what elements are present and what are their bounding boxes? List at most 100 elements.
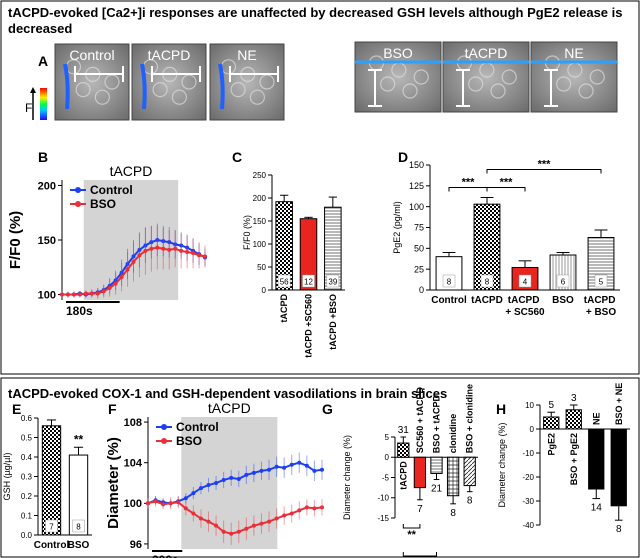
point	[259, 468, 264, 473]
vessel-bracket	[456, 69, 470, 107]
cell	[578, 83, 594, 99]
point	[185, 250, 190, 254]
point	[161, 239, 166, 244]
panel-letter: E	[12, 401, 21, 417]
y-tick-label: 200	[253, 194, 267, 203]
point	[149, 246, 154, 251]
point	[312, 468, 317, 473]
y-tick-label: 0.2	[21, 492, 33, 501]
point	[274, 464, 279, 469]
significance-label: ***	[500, 177, 514, 189]
point	[297, 460, 302, 465]
y-axis-label: Diameter change (%)	[497, 422, 507, 507]
point	[214, 523, 219, 528]
point	[119, 270, 124, 275]
legend-label: Control	[90, 183, 133, 197]
image-label: Control	[69, 47, 114, 63]
cell	[75, 81, 91, 98]
y-tick-label: 125	[409, 181, 424, 191]
y-axis-label: GSH (µg/µl)	[2, 453, 12, 501]
x-tick-label: SC560 + tACPD	[415, 386, 425, 453]
bar	[446, 456, 460, 497]
sig-bracket	[486, 169, 602, 174]
y-tick-label: 104	[124, 458, 143, 470]
y-tick-label: 0.1	[21, 511, 33, 520]
point	[168, 501, 173, 506]
vessel-bracket	[229, 66, 279, 82]
figure-subtitle: tACPD-evoked COX-1 and GSH-dependent vas…	[8, 386, 448, 401]
stimulus-shade	[181, 417, 278, 549]
point	[319, 505, 324, 510]
n-label: 39	[328, 278, 337, 287]
vessel-bracket	[151, 66, 201, 82]
point	[179, 243, 184, 248]
y-tick-label: 50	[414, 243, 424, 253]
n-label: 56	[280, 278, 289, 287]
y-tick-label: 5	[385, 433, 390, 442]
point	[236, 476, 241, 481]
legend-marker	[75, 187, 81, 193]
point	[312, 506, 317, 511]
x-tick-label: tACPD	[471, 295, 503, 306]
point	[146, 501, 150, 506]
n-label: 8	[485, 278, 490, 287]
point	[137, 253, 142, 258]
panel-letter: H	[496, 401, 506, 417]
y-tick-label: 50	[257, 263, 266, 272]
point	[161, 246, 166, 251]
point	[251, 470, 256, 475]
point	[203, 254, 207, 259]
point	[83, 291, 88, 296]
image-label: BSO	[383, 45, 413, 61]
significance-label: ***	[538, 159, 552, 171]
y-tick-label: -5	[382, 473, 390, 482]
y-tick-label: 0.6	[21, 414, 33, 423]
cell	[380, 76, 396, 92]
cell	[468, 76, 484, 92]
significance-label: **	[407, 529, 416, 541]
point	[282, 513, 287, 518]
legend-label: BSO	[90, 197, 116, 211]
n-box	[302, 274, 315, 288]
point	[155, 245, 160, 250]
image-label: NE	[564, 45, 583, 61]
point	[267, 519, 272, 524]
sig-bracket	[486, 187, 526, 192]
n-box	[556, 274, 570, 288]
y-tick-label: 200	[38, 180, 56, 192]
scale-bar-label: 180s	[66, 304, 93, 318]
point	[179, 248, 184, 253]
bar	[41, 425, 62, 536]
x-tick-label: BSO + PgE2	[569, 433, 579, 485]
point	[131, 259, 136, 264]
n-label: 8	[447, 278, 452, 287]
point	[167, 247, 172, 252]
point	[71, 292, 76, 297]
cell	[490, 83, 506, 99]
vessel-bracket	[544, 69, 558, 107]
figure-title: tACPD-evoked [Ca2+]i responses are unaff…	[8, 5, 623, 36]
point	[101, 289, 106, 294]
y-tick-label: 0	[530, 425, 535, 434]
cell	[152, 81, 168, 98]
bar	[430, 456, 443, 474]
n-label: 3	[571, 393, 577, 404]
y-tick-label: 75	[414, 223, 424, 233]
y-tick-label: 0	[262, 286, 267, 295]
cell	[402, 83, 418, 99]
y-tick-label: 0	[419, 285, 424, 295]
bar	[68, 454, 89, 536]
y-axis-label: PgE2 (pg/ml)	[392, 201, 402, 254]
panel-a: A F Control tACPD NE BSO tACPD NE	[25, 41, 618, 121]
point	[197, 253, 202, 258]
point	[143, 243, 148, 248]
x-tick-label: BSO + NE	[614, 383, 624, 425]
panel-letter: D	[398, 149, 408, 165]
point	[191, 491, 196, 496]
point	[107, 286, 112, 290]
point	[319, 467, 324, 472]
legend-marker	[75, 201, 81, 207]
x-tick-label: BSO + tACPD	[432, 394, 442, 453]
point	[206, 483, 211, 488]
